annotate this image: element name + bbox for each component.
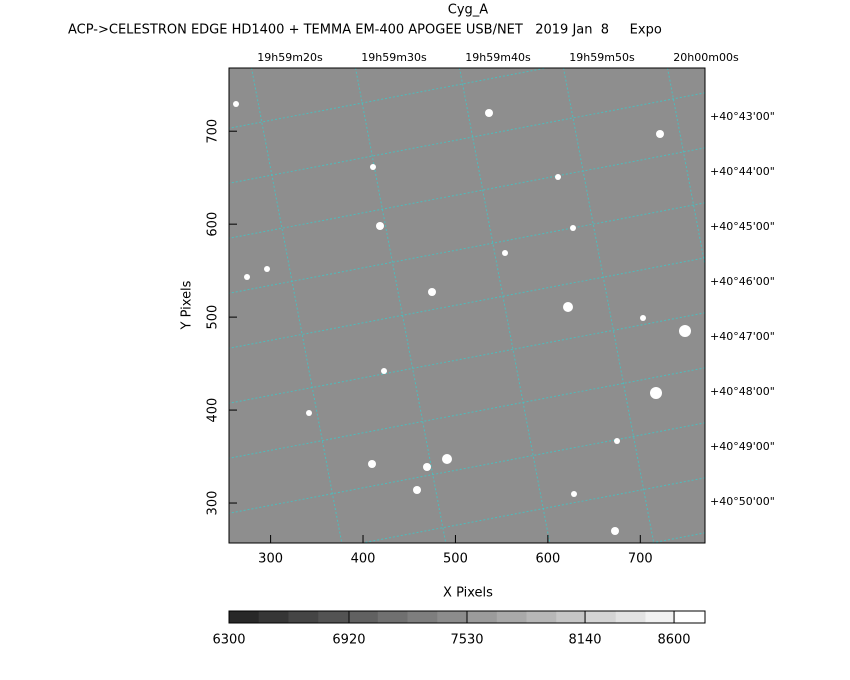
colorbar-tick-label: 8600 xyxy=(657,633,690,648)
x-tick-label: 400 xyxy=(351,552,376,567)
y-tick-label: 300 xyxy=(206,491,221,516)
colorbar-step xyxy=(615,611,646,623)
dec-label: +40°45'00" xyxy=(710,220,775,233)
colorbar-step xyxy=(467,611,498,623)
x-tick-label: 700 xyxy=(628,552,653,567)
colorbar-step xyxy=(348,611,379,623)
ra-label: 19h59m50s xyxy=(569,51,635,64)
x-tick-label: 300 xyxy=(258,552,283,567)
colorbar-step xyxy=(675,611,706,623)
stars xyxy=(233,101,691,535)
colorbar-step xyxy=(318,611,349,623)
ra-label: 19h59m20s xyxy=(257,51,323,64)
colorbar-step xyxy=(556,611,587,623)
colorbar-step xyxy=(288,611,319,623)
chart-title: Cyg_A xyxy=(448,3,489,18)
x-axis-label: X Pixels xyxy=(443,586,493,601)
colorbar-step xyxy=(377,611,408,623)
image xyxy=(229,68,705,543)
dec-label: +40°49'00" xyxy=(710,440,775,453)
y-tick-label: 600 xyxy=(206,212,221,237)
colorbar-step xyxy=(407,611,438,623)
x-tick-label: 600 xyxy=(535,552,560,567)
dec-label: +40°48'00" xyxy=(710,385,775,398)
ra-label: 20h00m00s xyxy=(673,51,739,64)
dec-label: +40°50'00" xyxy=(710,495,775,508)
y-tick-label: 700 xyxy=(206,119,221,144)
colorbar-tick-label: 8140 xyxy=(568,633,601,648)
colorbar-step xyxy=(437,611,468,623)
dec-label: +40°43'00" xyxy=(710,110,775,123)
y-tick-label: 400 xyxy=(206,398,221,423)
colorbar-step xyxy=(586,611,617,623)
ra-label: 19h59m30s xyxy=(361,51,427,64)
colorbar-tick-label: 6920 xyxy=(332,633,365,648)
colorbar-tick-label: 6300 xyxy=(212,633,245,648)
chart-subtitle: ACP->CELESTRON EDGE HD1400 + TEMMA EM-40… xyxy=(68,23,662,38)
dec-label: +40°46'00" xyxy=(710,275,775,288)
colorbar-step xyxy=(229,611,260,623)
y-tick-label: 500 xyxy=(206,305,221,330)
plot-frame xyxy=(228,67,706,544)
dec-label: +40°44'00" xyxy=(710,165,775,178)
colorbar-step xyxy=(645,611,676,623)
colorbar-step xyxy=(496,611,527,623)
colorbar-tick-label: 7530 xyxy=(450,633,483,648)
y-axis-label: Y Pixels xyxy=(180,280,195,330)
colorbar-step xyxy=(526,611,557,623)
x-tick-label: 500 xyxy=(443,552,468,567)
sky-grid xyxy=(229,68,705,543)
dec-label: +40°47'00" xyxy=(710,330,775,343)
ra-label: 19h59m40s xyxy=(465,51,531,64)
colorbar-step xyxy=(258,611,289,623)
